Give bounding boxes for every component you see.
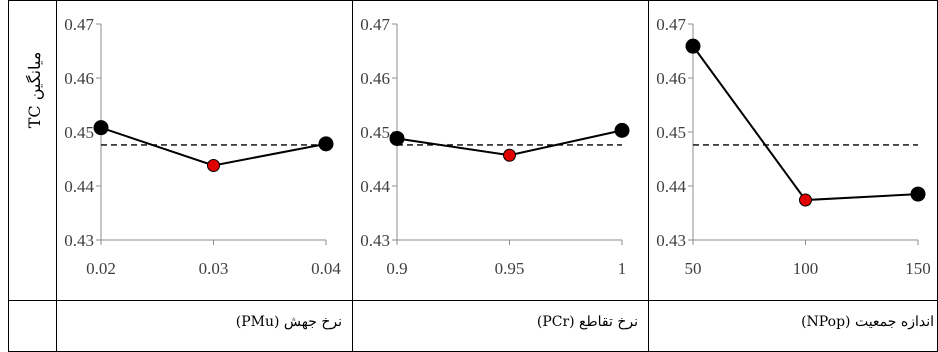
x-tick-label: 0.03 xyxy=(199,259,229,278)
data-point xyxy=(910,186,926,202)
chart-panel-1: 0.47 0.46 0.45 0.44 0.43 0.02 0.03 0.04 نرخ جهش … xyxy=(64,15,342,330)
x-tick-label: 150 xyxy=(905,259,931,278)
chart-panel-3: 0.47 0.46 0.45 0.44 0.43 50 100 150 اندازه جمعیت… xyxy=(656,15,934,330)
y-tick-label: 0.44 xyxy=(360,177,390,196)
highlight-point xyxy=(799,193,812,207)
y-tick-label: 0.45 xyxy=(360,123,390,142)
figure-frame xyxy=(8,0,938,352)
data-point xyxy=(93,120,109,136)
y-tick-label: 0.46 xyxy=(360,69,390,88)
y-axis-title: میانگین TC xyxy=(25,52,44,129)
y-tick-label: 0.46 xyxy=(64,69,94,88)
parameter-label-2: نرخ تقاطع (PCr) xyxy=(537,314,638,330)
y-tick-label: 0.43 xyxy=(656,231,686,250)
chart-panel-2: 0.47 0.46 0.45 0.44 0.43 0.9 0.95 1 نرخ تقاطع (P… xyxy=(360,15,638,330)
y-tick-label: 0.45 xyxy=(656,123,686,142)
parameter-label-1: نرخ جهش (PMu) xyxy=(236,314,342,330)
y-tick-label: 0.43 xyxy=(360,231,390,250)
highlight-point xyxy=(207,158,220,172)
x-tick-label: 100 xyxy=(793,259,819,278)
parameter-label-3: اندازه جمعیت (NPop) xyxy=(801,314,934,330)
x-tick-label: 1 xyxy=(618,259,627,278)
data-point xyxy=(614,122,630,138)
y-tick-label: 0.47 xyxy=(656,15,686,34)
highlight-point xyxy=(503,148,516,162)
y-tick-label: 0.47 xyxy=(360,15,390,34)
data-point xyxy=(685,38,701,54)
x-tick-label: 0.9 xyxy=(386,259,407,278)
data-point xyxy=(389,130,405,146)
data-point xyxy=(318,136,334,152)
x-tick-label: 0.02 xyxy=(86,259,116,278)
y-tick-label: 0.45 xyxy=(64,123,94,142)
y-tick-label: 0.46 xyxy=(656,69,686,88)
series-line xyxy=(692,45,919,202)
x-tick-label: 0.04 xyxy=(311,259,341,278)
y-tick-label: 0.43 xyxy=(64,231,94,250)
chart-panels: 0.47 0.46 0.45 0.44 0.43 0.02 0.03 0.04 نرخ جهش … xyxy=(64,15,934,330)
x-tick-label: 50 xyxy=(685,259,702,278)
x-tick-label: 0.95 xyxy=(495,259,525,278)
y-tick-label: 0.44 xyxy=(64,177,94,196)
y-tick-label: 0.47 xyxy=(64,15,94,34)
y-tick-label: 0.44 xyxy=(656,177,686,196)
